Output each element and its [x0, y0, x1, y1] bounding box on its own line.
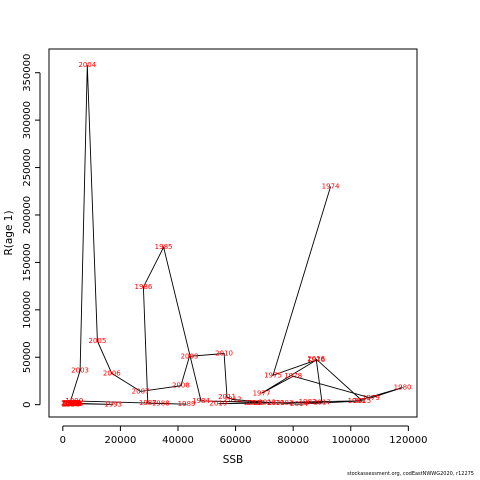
year-label-2011: 2011 — [218, 393, 236, 401]
year-label-1997: 1997 — [61, 400, 79, 408]
year-label-2018: 2018 — [244, 399, 262, 407]
year-label-2021: 2021 — [267, 399, 285, 407]
x-axis-title: SSB — [223, 454, 244, 466]
year-label-2006: 2006 — [103, 369, 121, 377]
year-label-1984: 1984 — [192, 397, 210, 405]
x-tick-label: 40000 — [162, 435, 194, 446]
plot-frame — [48, 48, 418, 418]
year-label-1988: 1988 — [152, 400, 170, 408]
year-label-2016: 2016 — [307, 355, 325, 363]
y-tick-label: 150000 — [22, 243, 33, 281]
year-label-1990: 1990 — [65, 397, 83, 405]
year-label-2017: 2017 — [313, 398, 331, 406]
year-label-1989: 1989 — [178, 400, 196, 408]
y-tick-label: 250000 — [22, 148, 33, 186]
x-tick-label: 60000 — [220, 435, 252, 446]
year-label-2012: 2012 — [224, 396, 242, 404]
y-tick-label: 0 — [22, 401, 33, 407]
y-tick-label: 300000 — [22, 101, 33, 139]
trajectory-lines — [69, 65, 403, 405]
year-label-1976: 1976 — [307, 356, 325, 364]
trajectory-line — [69, 65, 403, 405]
year-label-2019: 2019 — [209, 400, 227, 408]
year-label-2009: 2009 — [181, 352, 199, 360]
year-label-1987: 1987 — [139, 399, 157, 407]
year-label-1978: 1978 — [284, 372, 302, 380]
year-label-1986: 1986 — [134, 283, 152, 291]
year-labels: 1974 1975 1976 1977 1978 1979 1980 1981 1982 1983… — [61, 61, 411, 408]
year-label-1993: 1993 — [104, 400, 122, 408]
year-label-1979: 1979 — [362, 394, 380, 402]
year-label-2013: 2013 — [258, 398, 276, 406]
year-label-1995: 1995 — [64, 400, 82, 408]
year-label-1975: 1975 — [264, 371, 282, 379]
x-axis: 0 20000 40000 60000 80000 100000 120000 — [60, 425, 427, 446]
year-label-1996: 1996 — [65, 400, 83, 408]
y-tick-label: 50000 — [22, 341, 33, 373]
x-tick-label: 80000 — [277, 435, 309, 446]
x-tick-label: 20000 — [105, 435, 137, 446]
y-axis-title: R(age 1) — [3, 210, 15, 255]
x-tick-label: 120000 — [389, 435, 427, 446]
year-label-1974: 1974 — [322, 183, 340, 191]
year-label-2010: 2010 — [215, 350, 233, 358]
year-label-2005: 2005 — [88, 337, 106, 345]
y-tick-label: 350000 — [22, 54, 33, 92]
y-axis: 0 50000 100000 150000 200000 250000 300000 3500… — [22, 54, 41, 408]
year-label-1991: 1991 — [64, 399, 82, 407]
footer-credit: stockassessment.org, codEastNWWG2020, r1… — [347, 471, 474, 477]
x-tick-label: 100000 — [332, 435, 370, 446]
year-label-1985: 1985 — [155, 243, 173, 251]
year-label-2014: 2014 — [290, 400, 308, 408]
year-label-2000: 2000 — [61, 400, 79, 408]
year-label-1982: 1982 — [299, 398, 317, 406]
year-label-2008: 2008 — [172, 382, 190, 390]
year-label-2004: 2004 — [78, 61, 96, 69]
year-label-1983: 1983 — [276, 399, 294, 407]
year-label-2020: 2020 — [247, 399, 265, 407]
year-label-1999: 1999 — [64, 400, 82, 408]
year-label-1994: 1994 — [63, 400, 81, 408]
year-label-2015: 2015 — [353, 397, 371, 405]
year-label-1980: 1980 — [394, 384, 412, 392]
year-label-1998: 1998 — [63, 400, 81, 408]
x-tick-label: 0 — [60, 435, 66, 446]
year-label-2007: 2007 — [132, 387, 150, 395]
year-label-1981: 1981 — [348, 397, 366, 405]
y-tick-label: 200000 — [22, 196, 33, 234]
year-label-2003: 2003 — [71, 367, 89, 375]
year-label-2001: 2001 — [63, 400, 81, 408]
year-label-1977: 1977 — [253, 389, 271, 397]
year-label-1992: 1992 — [63, 399, 81, 407]
y-tick-label: 100000 — [22, 291, 33, 329]
year-label-2002: 2002 — [61, 399, 79, 407]
